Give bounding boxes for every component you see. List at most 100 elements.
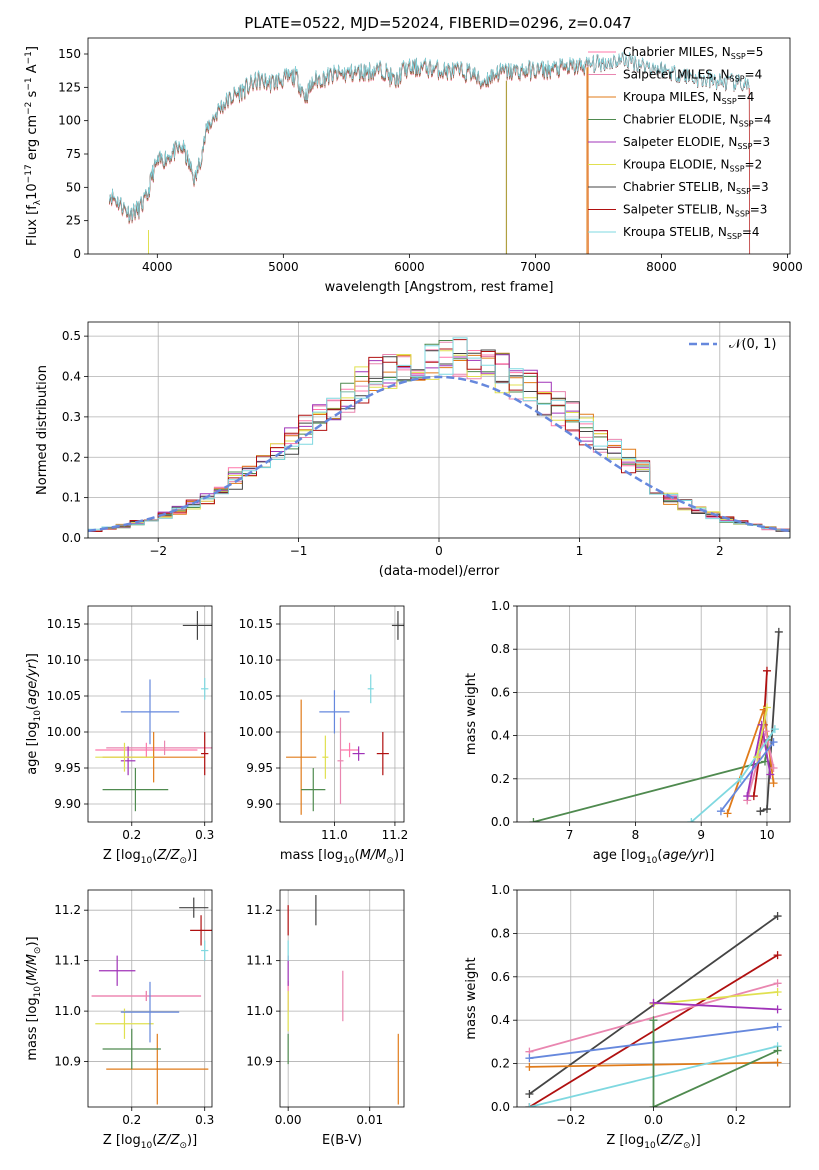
label-part: Z/Z	[156, 848, 180, 863]
label-part: )]	[704, 848, 714, 863]
label-part: 10	[141, 856, 153, 866]
series-line-kroupa-elodie	[756, 707, 768, 758]
error-point-chabrier-stelib	[179, 897, 209, 918]
label-part: 10	[33, 986, 43, 998]
legend-label: Salpeter ELODIE, NSSP=3	[623, 135, 770, 151]
axes-frame	[516, 605, 791, 823]
label-part: )]	[691, 1133, 701, 1148]
label-part: SSP	[735, 210, 750, 219]
error-point-blue	[319, 690, 350, 734]
legend-label: Salpeter MILES, NSSP=4	[623, 68, 762, 84]
mass-vs-EBV-plot-area	[280, 890, 404, 1107]
x-tick-label: 11.0	[321, 828, 348, 842]
y-tick-label: 10.15	[47, 617, 81, 631]
series-marker	[525, 1062, 534, 1071]
label-part: Z/Z	[660, 1133, 684, 1148]
label-part: λ	[33, 199, 43, 205]
y-tick-label: 9.95	[246, 761, 273, 775]
label-part: =4	[745, 68, 763, 82]
y-tick-label: 0.6	[491, 685, 510, 699]
label-part: ⊙	[179, 856, 187, 866]
label-part: =3	[750, 203, 768, 217]
label-part: SSP	[737, 142, 752, 151]
series-line-salpeter-elodie	[653, 1001, 778, 1011]
label-part: SSP	[727, 232, 742, 241]
label-part: (	[355, 848, 360, 863]
series-marker	[769, 738, 778, 747]
y-tick-label: 0.3	[62, 410, 81, 424]
legend-label: Chabrier MILES, NSSP=5	[623, 45, 763, 61]
x-tick-label: 7	[566, 828, 574, 842]
residuals-axes: −2 −1 0 1 2 0.0 0.1 0.2 0.3 0.4 0.5 (data-model)/er…	[35, 321, 791, 579]
series-marker	[525, 1103, 534, 1107]
y-tick-label: 0.0	[491, 815, 510, 829]
y-tick-label: 0.0	[62, 531, 81, 545]
x-axis-label: Z [log10(Z/Z⊙)]	[103, 848, 197, 866]
series-marker	[762, 666, 771, 675]
x-tick-label: 0.2	[727, 1113, 746, 1127]
label-part: )]	[25, 653, 40, 663]
label-part: SSP	[731, 52, 746, 61]
x-tick-label: 0	[435, 544, 443, 558]
spectrum-line-chabrier-miles	[109, 59, 589, 254]
spectrum-line-salpeter-miles	[109, 59, 589, 254]
y-tick-label: 11.1	[54, 954, 81, 968]
axes-frame	[279, 605, 405, 823]
error-point-salpeter-stelib	[376, 732, 389, 776]
spectrum-line-kroupa-miles	[109, 59, 589, 254]
error-point-kroupa-miles	[286, 699, 317, 815]
y-tick-label: 10.10	[239, 653, 273, 667]
label-part: (	[152, 848, 157, 863]
x-tick-label: 1	[576, 544, 584, 558]
label-part: age [log	[593, 848, 646, 863]
x-tick-label: 8000	[646, 260, 677, 274]
y-axis-label: Normed distribution	[35, 365, 50, 495]
x-axis-label: wavelength [Angstrom, rest frame]	[325, 280, 554, 295]
mass-vs-Z-axes: 0.2 0.310.911.011.111.2Z [log10(Z/Z⊙)]mas…	[25, 889, 214, 1151]
series-marker	[649, 1103, 658, 1107]
error-point-chabrier-elodie	[102, 1028, 161, 1070]
label-part: Kroupa MILES, N	[623, 90, 722, 104]
series-marker	[773, 1046, 782, 1055]
label-part: M/M	[25, 954, 40, 981]
label-part: SSP	[722, 97, 737, 106]
y-tick-label: 0.6	[491, 970, 510, 984]
x-axis-label: Z [log10(Z/Z⊙)]	[103, 1133, 197, 1151]
y-tick-label: 0.0	[491, 1100, 510, 1114]
y-tick-label: 10.05	[239, 689, 273, 703]
label-part: Z [log	[606, 1133, 644, 1148]
label-part: mass [log	[280, 848, 343, 863]
x-tick-label: 0.01	[356, 1113, 383, 1127]
x-tick-label: 6000	[394, 260, 425, 274]
y-tick-label: 9.90	[54, 797, 81, 811]
y-tick-label: 11.2	[246, 903, 273, 917]
massweight-vs-Z-plot-area	[517, 890, 790, 1107]
label-part: =4	[754, 113, 772, 127]
series-marker	[716, 807, 725, 816]
series-marker	[773, 987, 782, 996]
series-marker	[769, 779, 778, 788]
y-tick-label: 1.0	[491, 883, 510, 897]
series-marker	[773, 1022, 782, 1031]
legend-label: Chabrier STELIB, NSSP=3	[623, 180, 769, 196]
mass-vs-EBV-axes: 0.00 0.01 10.9 11.0 11.1 11.2 E(B-V)	[246, 889, 405, 1148]
series-marker	[753, 753, 762, 762]
series-marker	[756, 807, 765, 816]
series-marker	[773, 951, 782, 960]
y-tick-label: 100	[58, 114, 81, 128]
label-part: mass [log	[25, 997, 40, 1060]
series-marker	[773, 1005, 782, 1014]
error-point-salpeter-elodie	[120, 746, 136, 776]
series-marker	[649, 1016, 658, 1025]
legend-label: Chabrier ELODIE, NSSP=4	[623, 113, 771, 129]
y-tick-label: 10.15	[239, 617, 273, 631]
age-vs-Z-axes: 0.2 0.3 9.90 9.95 10.00 10.05 10.10 10.15 Z [log…	[25, 605, 214, 866]
label-part: age [log	[25, 722, 40, 775]
label-part: =4	[742, 225, 760, 239]
label-part: Salpeter ELODIE, N	[623, 135, 737, 149]
label-part: Salpeter STELIB, N	[623, 203, 735, 217]
series-marker	[774, 627, 783, 636]
label-part: Z [log	[103, 848, 141, 863]
series-marker	[649, 998, 658, 1007]
x-tick-label: −0.2	[556, 1113, 585, 1127]
